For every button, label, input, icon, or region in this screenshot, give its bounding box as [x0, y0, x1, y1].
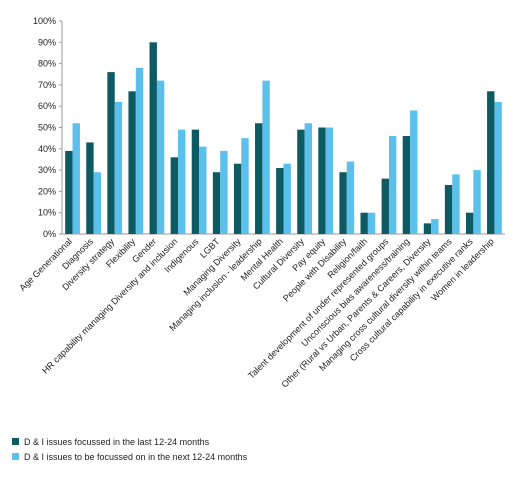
- bar: [107, 72, 115, 235]
- y-tick-label: 30%: [38, 165, 56, 175]
- bar: [276, 167, 284, 234]
- bar: [114, 101, 123, 234]
- bar: [473, 170, 481, 234]
- bar: [199, 146, 207, 234]
- legend-swatch: [12, 438, 19, 445]
- bar: [367, 212, 376, 234]
- bar: [262, 80, 270, 234]
- bar: [487, 91, 495, 234]
- bar: [465, 212, 474, 234]
- y-tick-label: 40%: [38, 144, 56, 154]
- y-tick-label: 80%: [38, 59, 56, 69]
- bar: [325, 127, 334, 234]
- bar: [431, 219, 439, 234]
- bar: [255, 123, 263, 234]
- bar: [283, 163, 291, 234]
- bar: [388, 136, 397, 234]
- bar: [128, 91, 136, 234]
- bar: [423, 223, 432, 234]
- bar: [65, 150, 73, 234]
- bar: [360, 212, 368, 234]
- y-tick-label: 60%: [38, 101, 56, 111]
- bar: [170, 157, 179, 234]
- bar: [220, 150, 228, 234]
- legend-label: D & I issues focussed in the last 12-24 …: [24, 437, 210, 447]
- y-tick-label: 0%: [43, 229, 56, 239]
- legend-label: D & I issues to be focussed on in the ne…: [24, 452, 248, 462]
- bar: [233, 163, 242, 234]
- bar: [304, 123, 312, 234]
- y-tick-label: 10%: [38, 208, 56, 218]
- bar: [381, 178, 389, 234]
- bar: [318, 127, 326, 234]
- bar: [191, 129, 200, 234]
- bar: [452, 174, 460, 234]
- bar: [156, 80, 165, 234]
- bar: [72, 123, 80, 234]
- bar: [135, 67, 144, 234]
- bar: [241, 138, 249, 234]
- bar: [494, 101, 502, 234]
- y-tick-label: 90%: [38, 37, 56, 47]
- y-tick-label: 50%: [38, 123, 56, 133]
- y-tick-label: 20%: [38, 186, 56, 196]
- y-tick-label: 70%: [38, 80, 56, 90]
- bar: [297, 129, 305, 234]
- bar: [149, 42, 157, 234]
- y-tick-label: 100%: [33, 16, 56, 26]
- bar: [346, 161, 355, 234]
- bar: [444, 185, 453, 234]
- bar: [402, 136, 411, 234]
- bar: [86, 142, 94, 234]
- bar: [339, 172, 347, 234]
- bar: [410, 110, 418, 234]
- bar: [93, 172, 102, 234]
- bar: [212, 172, 221, 234]
- bar: [178, 129, 186, 234]
- legend-swatch: [12, 453, 19, 460]
